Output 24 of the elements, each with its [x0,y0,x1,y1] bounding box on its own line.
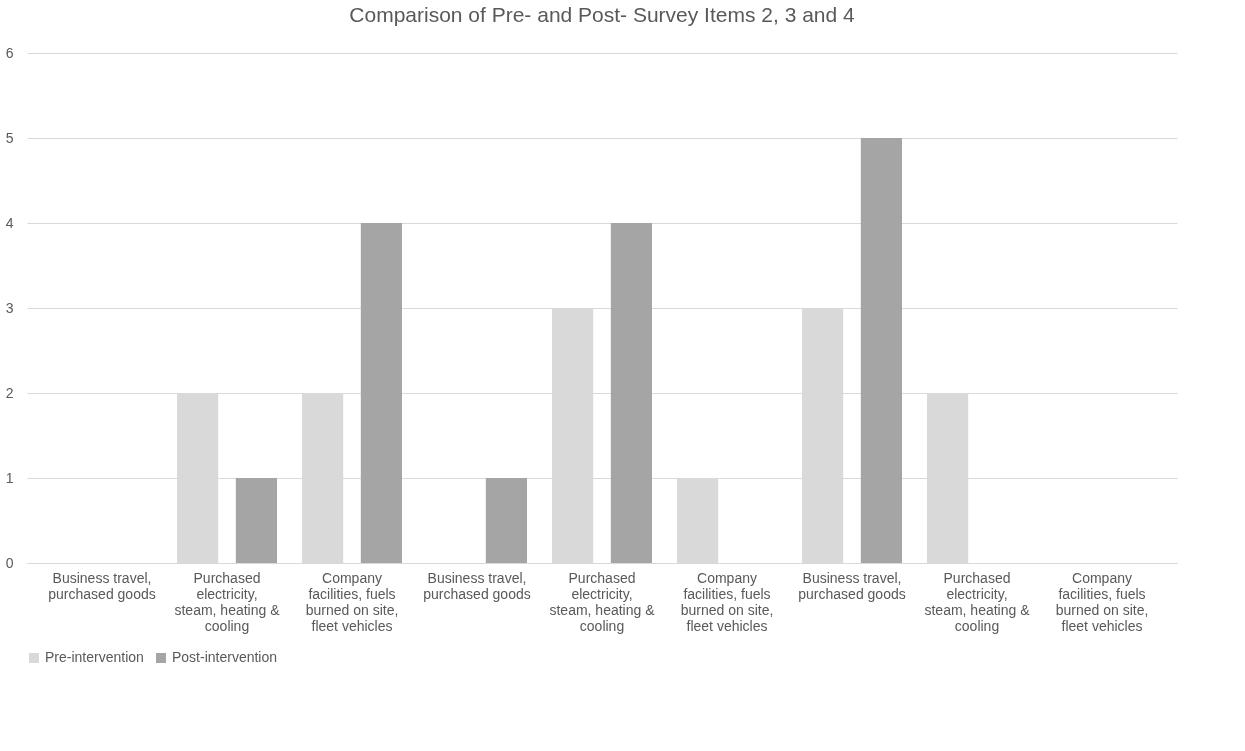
bar [485,478,527,563]
x-tick-label: Business travel, purchased goods [48,569,156,602]
bar [860,138,902,563]
x-tick-label: Company facilities, fuels burned on site, fleet vehicles [680,569,774,634]
chart-title: Comparison of Pre- and Post- Survey Items 2, 3 and 4 [349,3,856,26]
y-tick-label: 0 [5,554,14,571]
y-tick-label: 1 [5,469,14,486]
legend-label: Post-intervention [172,649,278,665]
y-tick-label: 6 [5,44,14,61]
x-tick-label: Purchased electricity, steam, heating & cooling [924,569,1031,634]
x-tick-label: Purchased electricity, steam, heating & cooling [174,569,281,634]
x-tick-label: Business travel, purchased goods [798,569,906,602]
x-tick-label: Company facilities, fuels burned on site, fleet vehicles [1055,569,1149,634]
y-tick-label: 5 [5,129,14,146]
y-tick-label: 2 [5,384,14,401]
bar [360,223,402,563]
bar [610,223,652,563]
bar [235,478,277,563]
y-tick-label: 4 [5,214,14,231]
x-tick-label: Business travel, purchased goods [423,569,531,602]
y-tick-label: 3 [5,299,14,316]
x-tick-label: Purchased electricity, steam, heating & cooling [549,569,656,634]
x-tick-label: Company facilities, fuels burned on site, fleet vehicles [305,569,399,634]
legend-label: Pre-intervention [45,649,144,665]
